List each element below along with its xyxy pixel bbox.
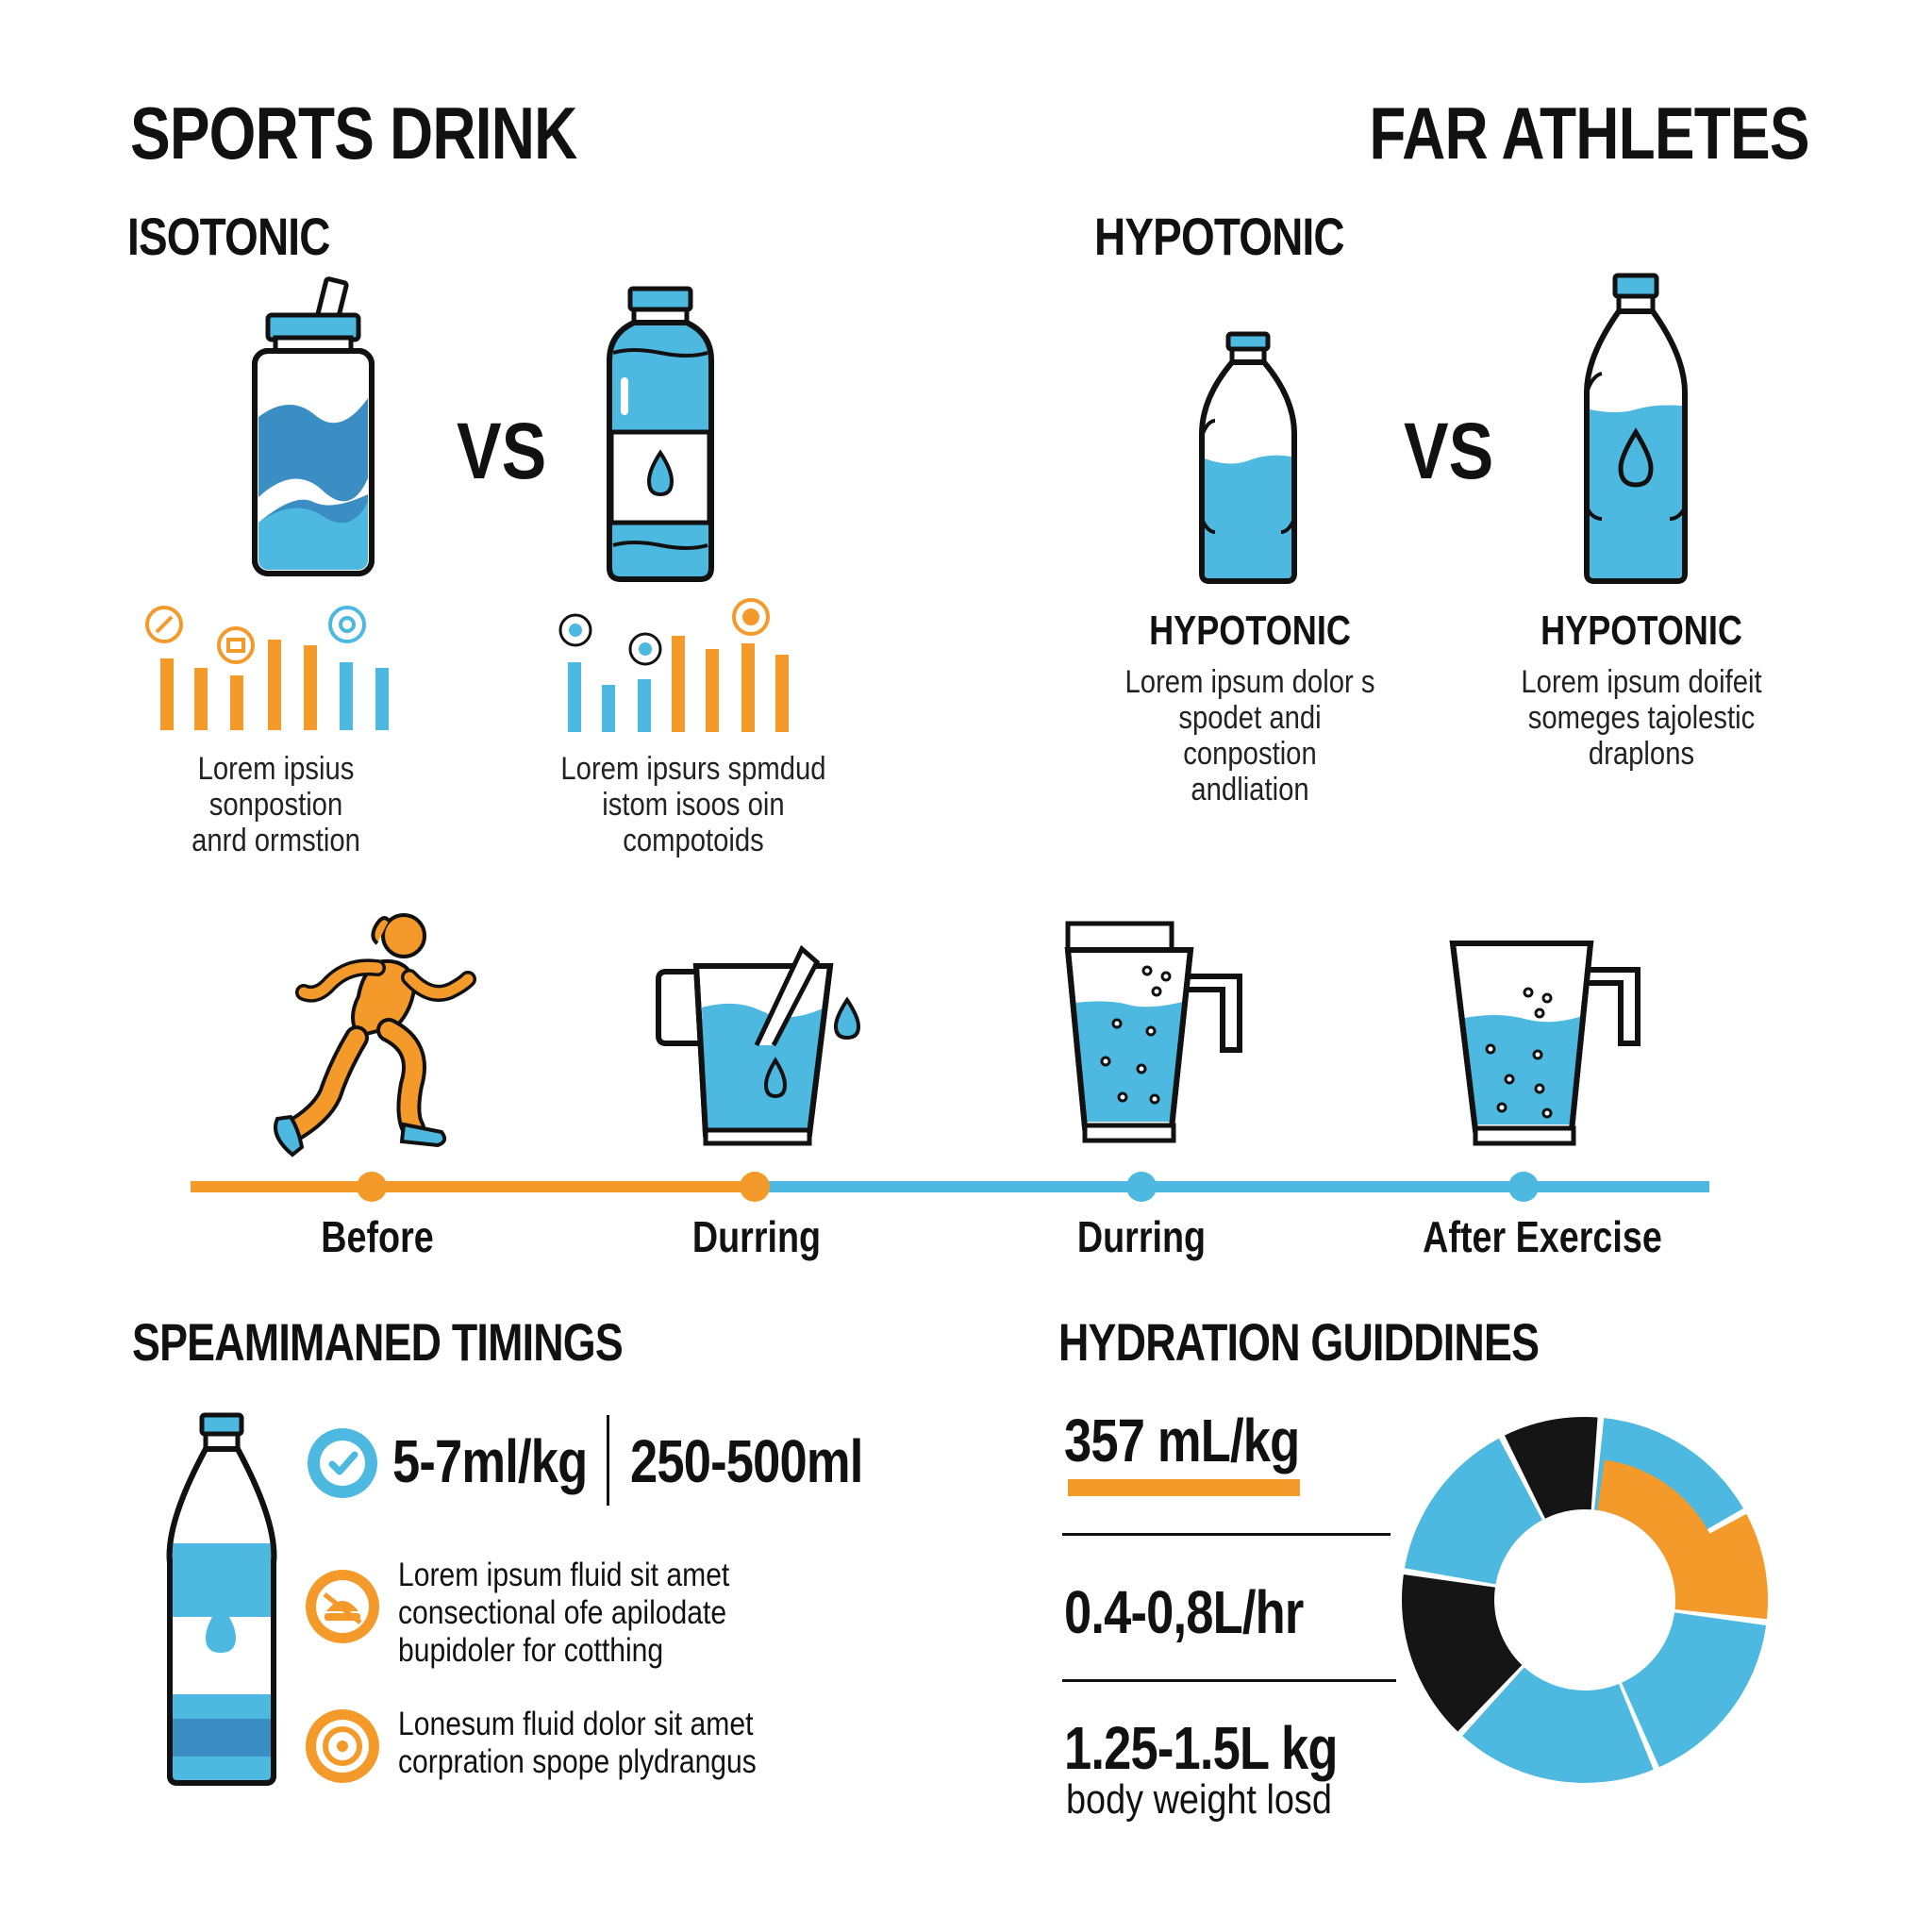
caption-line: Lorem ipsurs spmdud xyxy=(560,751,826,787)
tip-line: corpration spope plydrangus xyxy=(398,1743,757,1780)
stage-label-during-2: Durring xyxy=(1076,1212,1207,1261)
timeline-dot xyxy=(740,1172,770,1202)
guidelines-heading: HYDRATION GUIDDINES xyxy=(1058,1312,1540,1372)
runner-icon xyxy=(274,913,476,1158)
hypotonic-right-label: HYPOTONIC xyxy=(1541,608,1742,654)
vs-label-hypotonic: VS xyxy=(1404,407,1494,495)
water-bottle-icon xyxy=(1584,273,1688,584)
donut-segment xyxy=(1404,1438,1542,1585)
sports-bottle-icon xyxy=(252,276,375,576)
hypotonic-left-label: HYPOTONIC xyxy=(1149,608,1351,654)
bar-icon-2 xyxy=(217,626,255,664)
water-bottle-icon xyxy=(166,1412,277,1786)
tip-line: consectional ofe apilodate xyxy=(398,1594,727,1631)
water-bottle-icon xyxy=(607,286,714,582)
stat-divider xyxy=(607,1415,609,1506)
timeline-track xyxy=(191,1172,1709,1202)
tip-2-text: Lonesum fluid dolor sit amet corpration … xyxy=(398,1706,757,1781)
donut-hole xyxy=(1496,1511,1674,1689)
bar-icon-3 xyxy=(328,606,366,643)
timeline-dot xyxy=(1126,1172,1157,1202)
page-title-right: FAR ATHLETES xyxy=(1369,92,1810,175)
isotonic-heading: ISOTONIC xyxy=(127,207,330,266)
water-bottle-icon xyxy=(1199,331,1297,584)
caption-line: istom isoos oin compotoids xyxy=(602,787,785,858)
guideline-value-3: 1.25-1.5L kg xyxy=(1064,1714,1338,1782)
timeline-dot xyxy=(357,1172,387,1202)
caption-line: Lorem ipsius sonpostion xyxy=(197,751,355,823)
isotonic-caption-right: Lorem ipsurs spmdud istom isoos oin comp… xyxy=(535,751,851,858)
tip-line: Lonesum fluid dolor sit amet xyxy=(398,1706,754,1742)
tip-1-text: Lorem ipsum fluid sit amet consectional … xyxy=(398,1557,729,1670)
bar-icon-1 xyxy=(145,606,183,643)
vs-label-isotonic: VS xyxy=(457,407,547,495)
caption-line: anrd ormstion xyxy=(192,823,360,858)
donut-segment xyxy=(1597,1459,1726,1606)
caption-line: spodet andi conpostion xyxy=(1178,700,1322,772)
donut-segment xyxy=(1462,1667,1654,1783)
isotonic-bars-right xyxy=(558,598,789,732)
pitcher-icon xyxy=(1449,941,1641,1146)
tip-line: Lorem ipsum fluid sit amet xyxy=(398,1557,730,1593)
guideline-value-2: 0.4-0,8L/hr xyxy=(1064,1578,1304,1646)
donut-segment xyxy=(1402,1574,1523,1732)
caption-line: Lorem ipsum doifeit xyxy=(1521,664,1762,700)
page-title-left: SPORTS DRINK xyxy=(130,92,577,175)
timeline-dot xyxy=(1508,1172,1539,1202)
timings-heading: SPEAMIMANED TIMINGS xyxy=(132,1312,624,1372)
stage-label-during-1: Durring xyxy=(691,1212,822,1261)
tip-line: bupidoler for cotthing xyxy=(398,1632,664,1669)
check-icon xyxy=(308,1428,377,1498)
pitcher-icon xyxy=(656,944,861,1146)
pitcher-icon xyxy=(1064,921,1242,1143)
donut-segment xyxy=(1504,1417,1598,1519)
hypotonic-right-caption: Lorem ipsum doifeit someges tajolestic d… xyxy=(1520,664,1763,772)
donut-segment xyxy=(1622,1612,1767,1768)
food-icon xyxy=(306,1570,379,1643)
caption-line: draplons xyxy=(1588,736,1695,772)
hypotonic-left-caption: Lorem ipsum dolor s spodet andi conposti… xyxy=(1116,664,1384,808)
target-icon xyxy=(306,1709,379,1783)
isotonic-bars-left xyxy=(145,606,389,730)
timings-stat-b: 250-500ml xyxy=(630,1427,863,1495)
stage-label-before: Before xyxy=(321,1212,434,1261)
isotonic-caption-left: Lorem ipsius sonpostion anrd ormstion xyxy=(136,751,416,858)
hypotonic-heading: HYPOTONIC xyxy=(1094,207,1345,266)
guideline-divider-2 xyxy=(1062,1679,1396,1682)
caption-line: andliation xyxy=(1191,772,1309,808)
timings-stat-a: 5-7ml/kg xyxy=(392,1427,588,1495)
guideline-divider-1 xyxy=(1062,1533,1391,1536)
hydration-donut xyxy=(1402,1417,1768,1783)
stage-label-after: After Exercise xyxy=(1423,1212,1662,1261)
guideline-value-3-note: body weight losd xyxy=(1066,1776,1332,1823)
caption-line: Lorem ipsum dolor s xyxy=(1124,664,1375,700)
caption-line: someges tajolestic xyxy=(1527,700,1756,736)
guideline-value-1: 357 mL/kg xyxy=(1064,1407,1300,1474)
guideline-value-1-bar xyxy=(1068,1479,1300,1496)
